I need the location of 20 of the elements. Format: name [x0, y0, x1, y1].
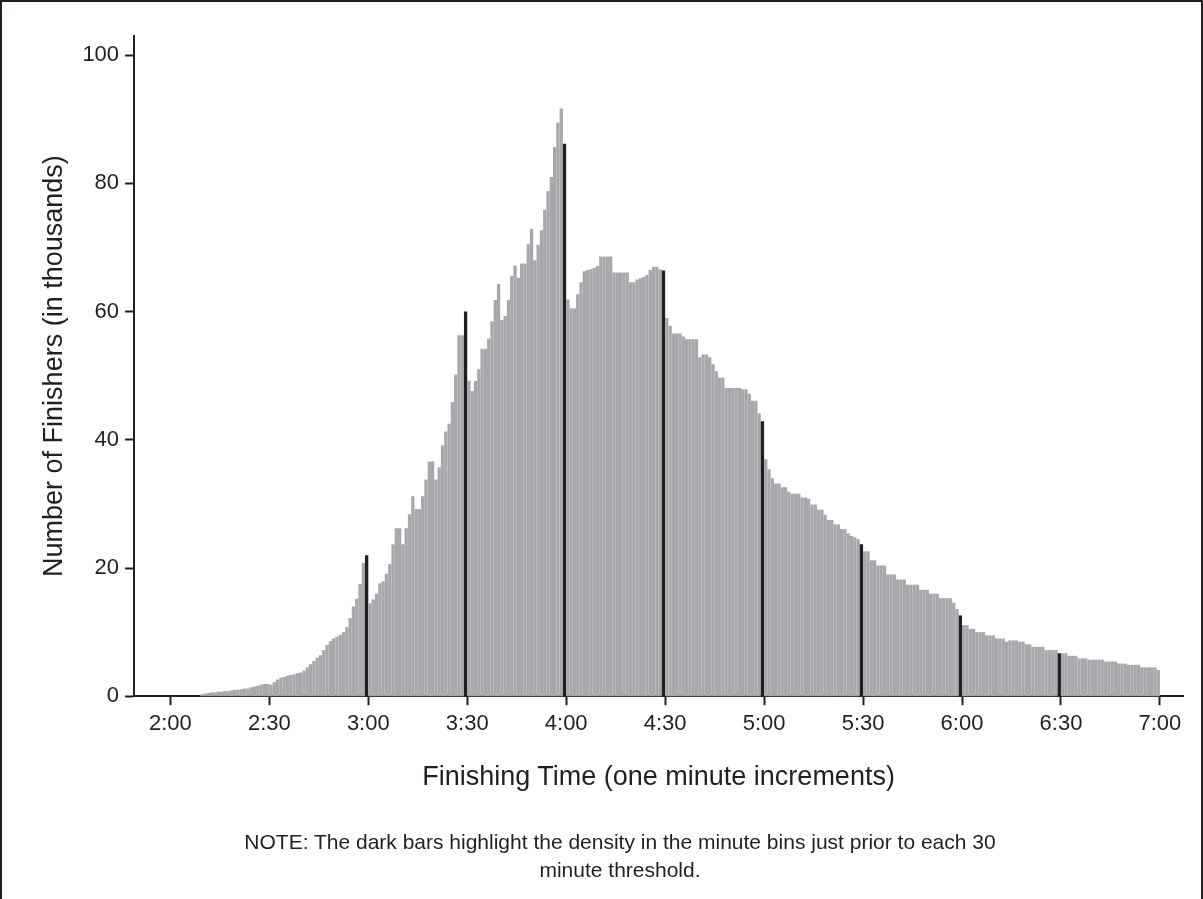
x-tick-label: 3:30 — [445, 710, 489, 736]
x-tick-label: 4:00 — [544, 710, 588, 736]
x-tick-label: 2:30 — [247, 710, 291, 736]
y-axis-title: Number of Finishers (in thousands) — [37, 155, 68, 577]
x-tick-label: 6:00 — [940, 710, 984, 736]
y-tick-label: 20 — [94, 554, 120, 580]
y-tick-label: 0 — [106, 682, 120, 708]
x-tick-label: 5:00 — [742, 710, 786, 736]
text: NOTE: The dark bars highlight the density in the minute bins just prior to each 30 minute threshold. — [243, 829, 997, 883]
y-tick-label: 80 — [94, 169, 120, 195]
x-tick-label: 7:00 — [1138, 710, 1182, 736]
x-tick-label: 4:30 — [643, 710, 687, 736]
x-tick-label: 3:00 — [346, 710, 390, 736]
y-tick-label: 40 — [94, 425, 120, 451]
x-tick-label: 5:30 — [841, 710, 885, 736]
y-tick-label: 100 — [82, 41, 120, 67]
x-tick-label: 2:00 — [148, 710, 192, 736]
x-tick-label: 6:30 — [1039, 710, 1083, 736]
x-axis-title: Finishing Time (one minute increments) — [422, 761, 895, 792]
y-tick-label: 60 — [94, 297, 120, 323]
